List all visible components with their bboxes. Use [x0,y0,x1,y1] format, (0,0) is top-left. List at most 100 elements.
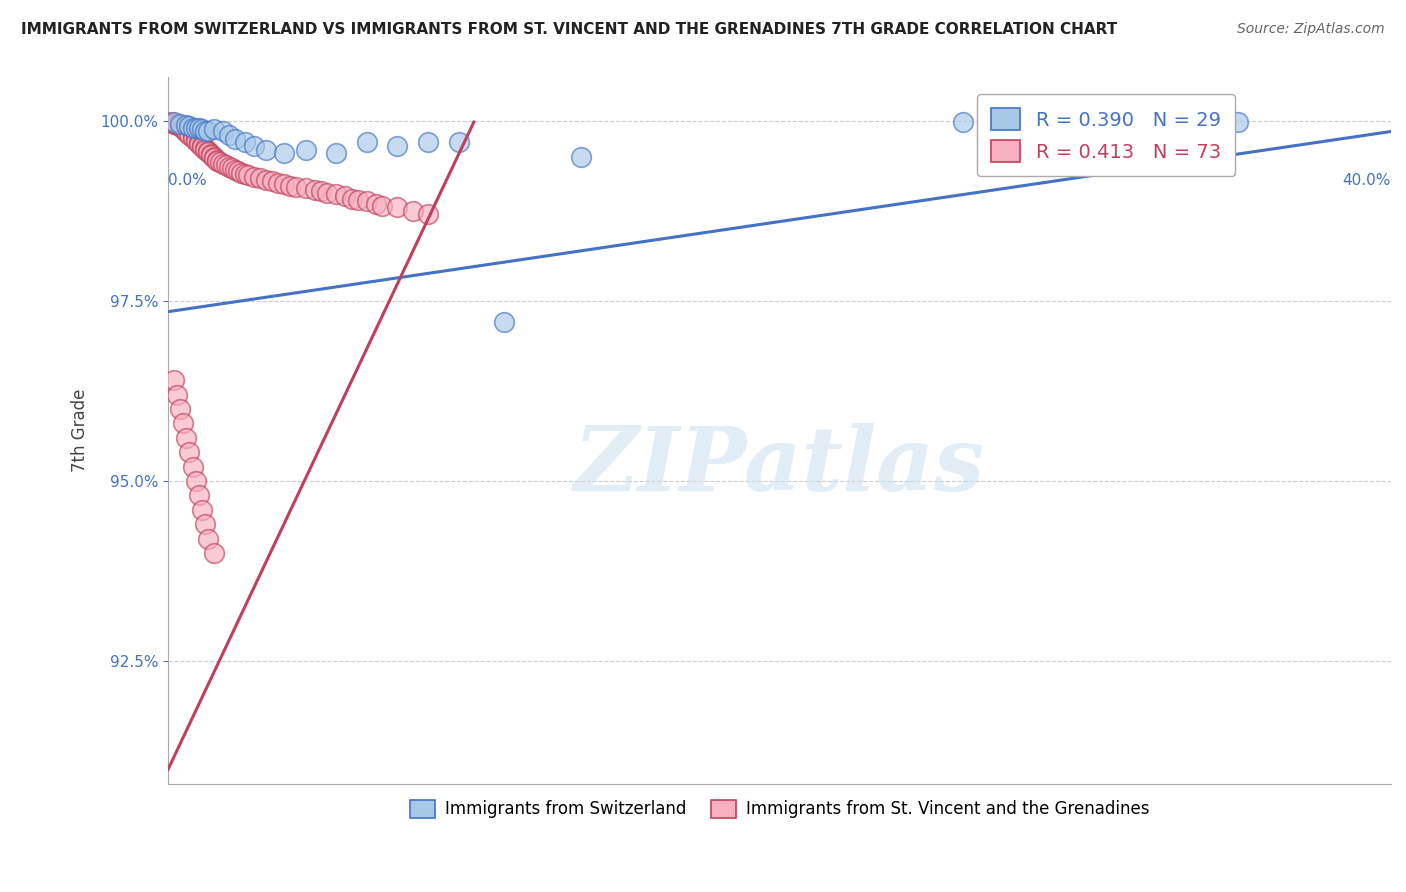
Point [169,401,191,416]
Point [202,150,225,164]
Point [179,128,201,142]
Point [242,169,264,184]
Point [218,128,240,142]
Point [309,184,332,198]
Point [364,196,387,211]
Point [254,143,277,157]
Point [952,115,974,129]
Point [231,165,253,179]
Point [416,136,439,150]
Point [371,199,394,213]
Point [202,151,225,165]
Point [242,139,264,153]
Point [494,316,516,330]
Point [184,120,207,135]
Point [224,131,246,145]
Point [236,169,259,183]
Point [197,532,219,546]
Point [166,387,188,401]
Point [163,115,186,129]
Point [160,115,183,129]
Point [179,127,201,141]
Point [184,134,207,148]
Text: Source: ZipAtlas.com: Source: ZipAtlas.com [1237,22,1385,37]
Point [233,136,256,150]
Point [1166,115,1188,129]
Point [172,120,194,135]
Point [356,136,378,150]
Point [197,145,219,160]
Point [224,162,246,177]
Point [228,164,250,178]
Point [176,125,198,139]
Point [304,183,326,197]
Point [205,154,228,169]
Point [316,186,339,200]
Point [212,124,235,138]
Point [197,124,219,138]
Point [346,193,368,207]
Point [202,546,225,560]
Point [335,189,357,203]
Point [294,181,316,195]
Text: 40.0%: 40.0% [1343,173,1391,188]
Point [187,136,209,150]
Point [202,122,225,136]
Point [172,122,194,136]
Point [181,131,204,145]
Point [176,124,198,138]
Point [273,146,295,161]
Y-axis label: 7th Grade: 7th Grade [72,389,89,472]
Point [181,129,204,144]
Point [356,194,378,209]
Point [209,155,232,169]
Point [218,160,240,174]
Point [280,178,302,193]
Point [190,139,212,153]
Point [249,171,271,186]
Point [447,136,470,150]
Legend: Immigrants from Switzerland, Immigrants from St. Vincent and the Grenadines: Immigrants from Switzerland, Immigrants … [404,793,1156,825]
Point [190,503,212,517]
Point [179,120,201,134]
Point [205,153,228,167]
Point [163,117,186,131]
Point [194,141,217,155]
Point [194,143,217,157]
Point [181,459,204,474]
Point [190,122,212,136]
Point [387,139,409,153]
Point [169,117,191,131]
Point [569,150,592,164]
Point [273,177,295,191]
Point [285,180,308,194]
Point [221,161,243,176]
Point [267,176,290,190]
Point [340,192,363,206]
Point [179,445,201,459]
Point [169,120,191,134]
Point [163,373,186,387]
Point [325,187,347,202]
Text: IMMIGRANTS FROM SWITZERLAND VS IMMIGRANTS FROM ST. VINCENT AND THE GRENADINES 7T: IMMIGRANTS FROM SWITZERLAND VS IMMIGRANT… [21,22,1118,37]
Point [200,146,222,161]
Text: 0.0%: 0.0% [169,173,207,188]
Point [212,157,235,171]
Point [187,136,209,151]
Point [190,138,212,153]
Point [260,174,283,188]
Point [387,200,409,214]
Point [416,207,439,221]
Point [184,132,207,146]
Point [294,143,316,157]
Point [187,120,209,135]
Point [401,203,423,218]
Text: ZIPatlas: ZIPatlas [574,423,986,509]
Point [194,517,217,532]
Point [325,146,347,161]
Point [233,167,256,181]
Point [194,124,217,138]
Point [197,144,219,158]
Point [172,417,194,431]
Point [176,431,198,445]
